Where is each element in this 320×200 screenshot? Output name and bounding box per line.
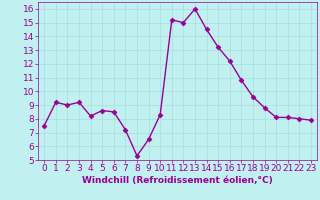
X-axis label: Windchill (Refroidissement éolien,°C): Windchill (Refroidissement éolien,°C)	[82, 176, 273, 185]
